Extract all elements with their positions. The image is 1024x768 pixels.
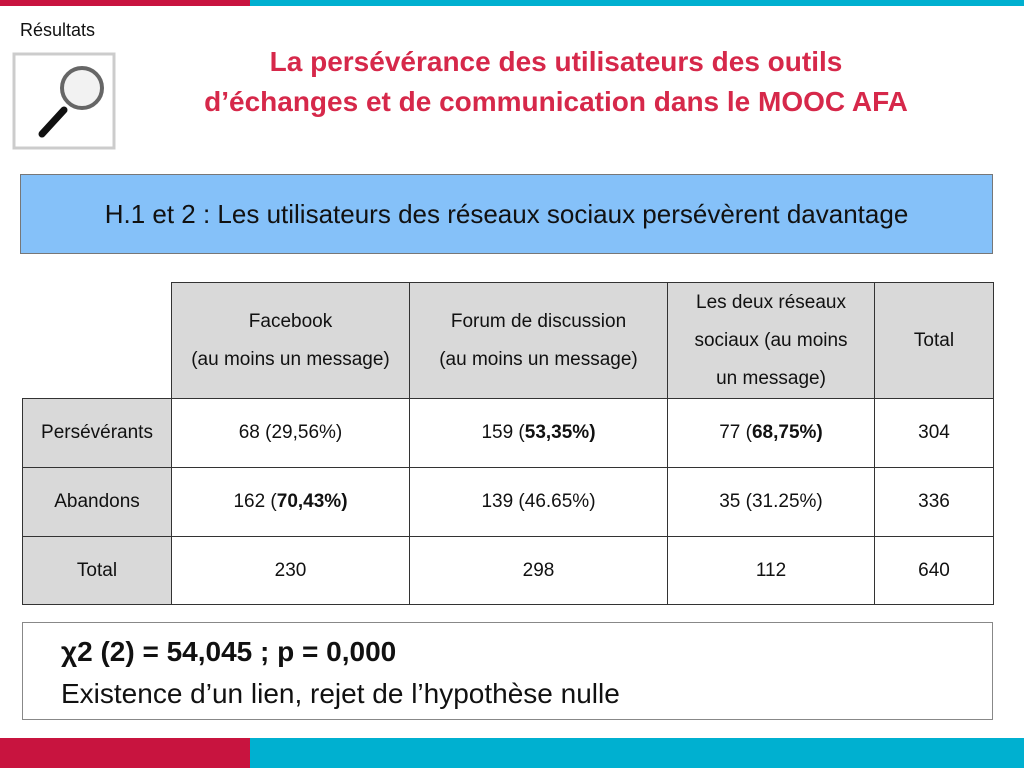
data-cell: 336	[874, 467, 994, 537]
cell-text: 68 (29,56%)	[239, 414, 343, 452]
footer-box: χ2 (2) = 54,045 ; p = 0,000 Existence d’…	[22, 622, 993, 720]
data-cell: 112	[667, 536, 875, 605]
header-line: Forum de discussion	[450, 310, 627, 332]
cell-text: 139 (46.65%)	[481, 483, 595, 521]
cell-part: 304	[918, 422, 950, 443]
cell-part: 640	[918, 559, 950, 581]
cell-text: 336	[918, 483, 950, 521]
cell-text: 304	[918, 414, 950, 452]
bottom-bar-cyan	[250, 738, 1024, 768]
header-line: Total	[913, 329, 955, 351]
cell-part: 159 (	[481, 422, 525, 443]
cell-part: 68 (29,56%)	[238, 422, 343, 443]
conclusion: Existence d’un lien, rejet de l’hypothès…	[61, 678, 620, 709]
data-cell: 35 (31.25%)	[667, 467, 875, 537]
data-cell: 162 (70,43%)	[171, 467, 410, 537]
cell-part: 298	[522, 559, 555, 581]
header-line: un message)	[716, 367, 826, 389]
header-line: (au moins un message)	[439, 348, 638, 370]
data-cell: 68 (29,56%)	[171, 398, 410, 468]
hypothesis-banner: H.1 et 2 : Les utilisateurs des réseaux …	[20, 174, 993, 254]
cell-text: 159 (53,35%)	[481, 414, 595, 452]
header-line: Les deux réseaux	[696, 291, 846, 313]
column-header: Forum de discussion (au moins un message)	[409, 282, 668, 399]
data-cell: 304	[874, 398, 994, 468]
data-cell: 298	[409, 536, 668, 605]
title-line: La persévérance des utilisateurs des out…	[269, 46, 843, 77]
cell-part: 70,43%)	[276, 491, 348, 512]
cell-part: 336	[918, 491, 950, 512]
cell-part: 68,75%)	[751, 422, 823, 443]
cell-text: 640	[918, 552, 950, 590]
header-line: Facebook	[248, 310, 333, 332]
title-line: d’échanges et de communication dans le M…	[204, 86, 908, 117]
cell-text: 162 (70,43%)	[233, 483, 347, 521]
magnifier-icon	[12, 52, 116, 150]
cell-part: 139 (46.65%)	[481, 491, 596, 512]
top-bar-cyan	[250, 0, 1024, 6]
column-header: Facebook (au moins un message)	[171, 282, 410, 399]
column-header: Les deux réseaux sociaux (au moins un mess…	[667, 282, 875, 399]
header-line: (au moins un message)	[191, 348, 390, 370]
data-cell: 139 (46.65%)	[409, 467, 668, 537]
row-label: Total	[22, 536, 172, 605]
top-bar-red	[0, 0, 250, 6]
cell-text: 298	[523, 552, 555, 590]
cell-text: 112	[756, 552, 786, 590]
cell-part: 112	[755, 559, 787, 581]
cell-text: 230	[275, 552, 307, 590]
cell-part: 77 (	[719, 422, 752, 443]
data-cell: 77 (68,75%)	[667, 398, 875, 468]
row-label: Abandons	[22, 467, 172, 537]
column-header: Total	[874, 282, 994, 399]
data-cell: 230	[171, 536, 410, 605]
test-result: χ2 (2) = 54,045 ; p = 0,000	[61, 636, 397, 667]
cell-part: 162 (	[233, 491, 277, 512]
cell-part: 230	[274, 559, 307, 581]
row-label: Persévérants	[22, 398, 172, 468]
data-cell: 640	[874, 536, 994, 605]
bottom-bar-red	[0, 738, 250, 768]
section-label: Résultats	[20, 20, 96, 40]
cell-text: 77 (68,75%)	[719, 414, 823, 452]
cell-part: 35 (31.25%)	[719, 491, 823, 512]
header-line: sociaux (au moins	[694, 329, 848, 351]
cell-text: 35 (31.25%)	[719, 483, 823, 521]
data-cell: 159 (53,35%)	[409, 398, 668, 468]
cell-part: 53,35%)	[524, 422, 596, 443]
slide-title: La persévérance des utilisateurs des out…	[120, 42, 992, 122]
